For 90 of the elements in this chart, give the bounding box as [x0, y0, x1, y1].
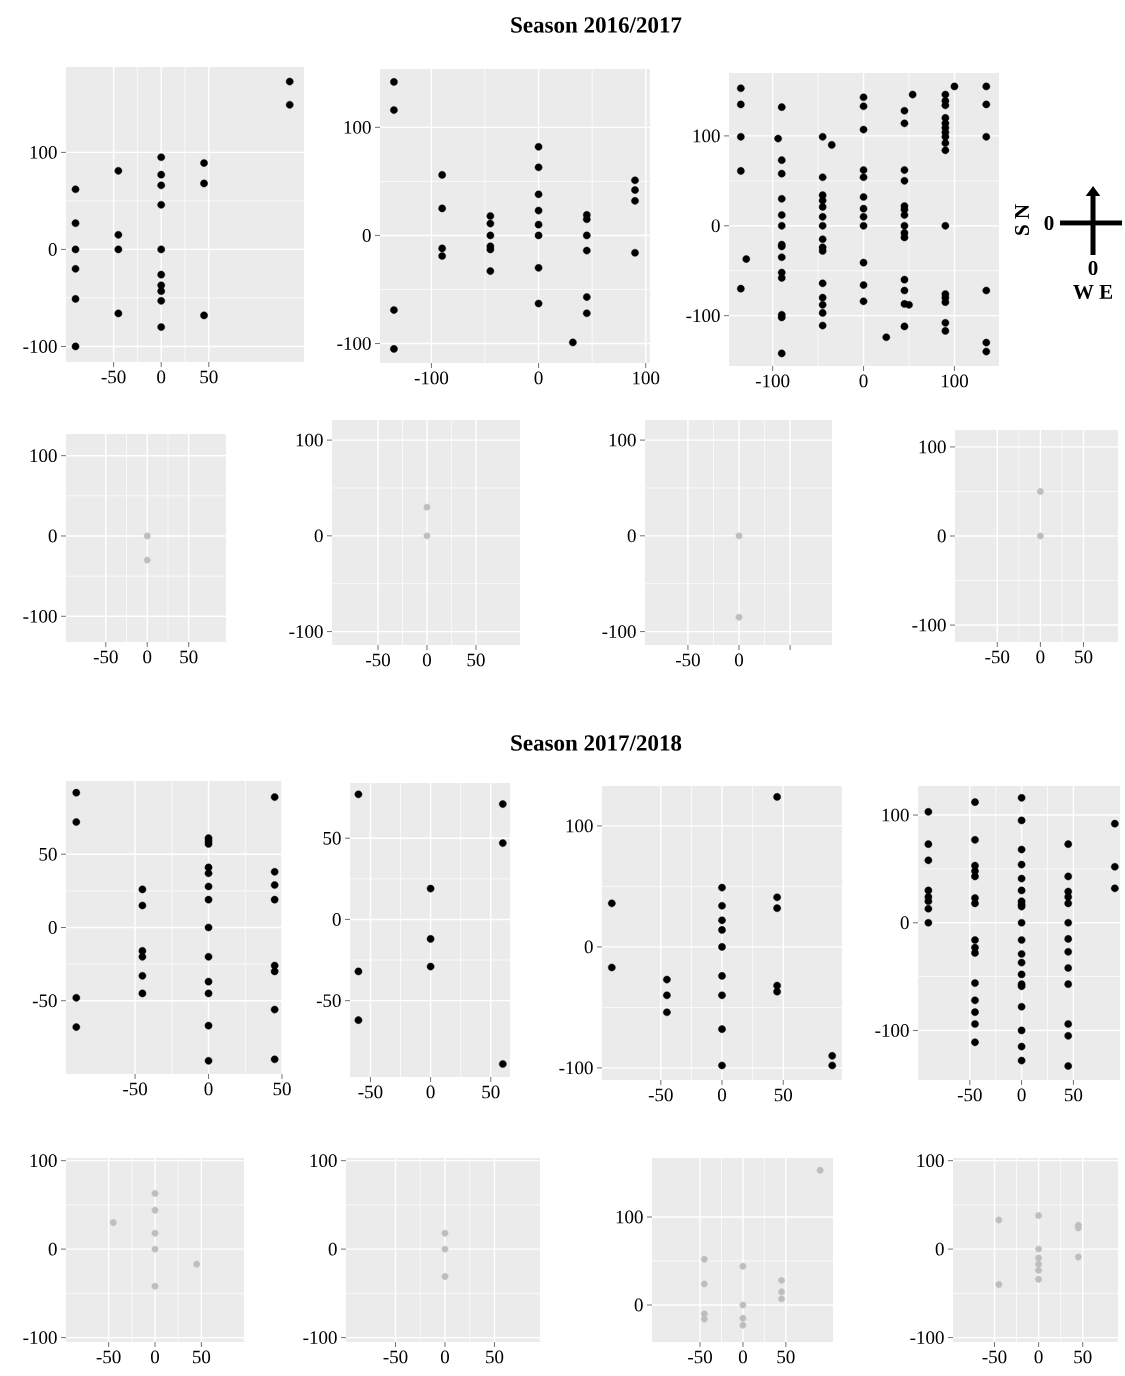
x-tick-label: 50: [1074, 1350, 1092, 1364]
x-tick-label: -100: [414, 371, 449, 385]
x-tick-label: 50: [273, 1082, 291, 1096]
x-tick-label: 0: [440, 1350, 449, 1364]
x-tick-label: 50: [1064, 1088, 1083, 1102]
y-tick-label: 0: [627, 529, 636, 543]
x-tick-label: 0: [204, 1082, 213, 1096]
x-tick-label: 0: [1017, 1088, 1026, 1102]
y-tick-label: -100: [23, 1331, 57, 1344]
y-tick-label: 100: [917, 1154, 944, 1168]
y-tick-label: -100: [686, 309, 720, 323]
y-tick-label: 0: [48, 921, 57, 934]
y-tick-label: 100: [296, 433, 323, 447]
y-tick-label: 50: [39, 847, 57, 861]
x-tick-label: -50: [982, 1350, 1007, 1364]
y-tick-label: 100: [609, 433, 636, 447]
x-tick-label: 0: [734, 653, 744, 667]
text: 0: [1044, 215, 1054, 231]
y-tick-label: 100: [310, 1154, 337, 1168]
x-tick-label: -50: [101, 370, 126, 384]
text: S N: [1014, 204, 1030, 235]
y-tick-label: -50: [316, 994, 341, 1008]
y-tick-label: 0: [332, 913, 341, 926]
chart-title: Season 2016/2017: [511, 17, 682, 33]
y-tick-label: 100: [30, 1154, 57, 1168]
x-tick-label: -50: [358, 1085, 383, 1099]
y-tick-label: 0: [711, 219, 720, 233]
y-tick-label: -100: [912, 618, 946, 632]
y-tick-label: 0: [900, 916, 909, 930]
x-tick-label: 50: [774, 1088, 792, 1102]
text: 0: [1088, 260, 1098, 276]
y-tick-label: 0: [48, 529, 57, 543]
x-tick-label: 50: [192, 1350, 211, 1364]
x-tick-label: -50: [93, 650, 118, 664]
x-tick-label: -50: [675, 653, 700, 667]
y-tick-label: 0: [937, 529, 946, 543]
x-tick-label: -50: [366, 653, 390, 667]
y-tick-label: -100: [602, 625, 636, 638]
y-tick-label: 50: [323, 831, 341, 845]
y-tick-label: -100: [875, 1024, 909, 1037]
x-tick-label: 0: [859, 374, 868, 388]
y-tick-label: 0: [48, 243, 57, 256]
x-tick-label: 0: [143, 650, 152, 664]
y-tick-label: 0: [634, 1298, 643, 1312]
x-tick-label: 0: [1034, 1350, 1043, 1364]
y-tick-label: -100: [559, 1061, 593, 1075]
x-tick-label: 0: [150, 1350, 160, 1364]
x-tick-label: -100: [755, 374, 790, 388]
y-tick-label: 0: [48, 1242, 57, 1256]
y-tick-label: -50: [32, 994, 57, 1008]
x-tick-label: -50: [648, 1088, 673, 1102]
x-tick-label: 50: [200, 370, 218, 384]
y-tick-label: 0: [584, 940, 593, 954]
x-tick-label: -50: [123, 1082, 147, 1096]
x-tick-label: 50: [482, 1085, 500, 1099]
y-tick-label: -100: [289, 625, 323, 638]
x-tick-label: -50: [383, 1350, 408, 1364]
y-tick-label: 100: [919, 440, 946, 454]
y-tick-label: -100: [910, 1331, 944, 1344]
x-tick-label: 50: [1075, 650, 1093, 664]
x-tick-label: 0: [157, 370, 166, 384]
y-tick-label: 0: [328, 1242, 337, 1256]
x-tick-label: 0: [426, 1085, 435, 1099]
y-tick-label: 100: [30, 449, 57, 463]
y-tick-label: 100: [30, 145, 57, 159]
x-tick-label: -50: [957, 1088, 982, 1102]
x-tick-label: 50: [486, 1350, 504, 1364]
x-tick-label: 50: [180, 650, 198, 664]
y-tick-label: -100: [303, 1331, 337, 1344]
y-tick-label: 0: [314, 529, 323, 543]
x-tick-label: 0: [738, 1350, 747, 1364]
y-tick-label: 100: [344, 120, 371, 134]
y-tick-label: 100: [616, 1210, 643, 1224]
y-tick-label: 100: [693, 129, 720, 143]
y-tick-label: 100: [882, 808, 909, 822]
y-tick-label: -100: [337, 337, 371, 350]
y-tick-label: 0: [362, 229, 371, 242]
x-tick-label: -50: [985, 650, 1010, 664]
x-tick-label: 50: [777, 1350, 795, 1364]
chart-title: Season 2017/2018: [511, 735, 682, 751]
x-tick-label: 0: [422, 653, 431, 667]
text: W E: [1073, 284, 1113, 300]
y-tick-label: -100: [23, 609, 57, 623]
y-tick-label: -100: [23, 340, 57, 353]
x-tick-label: 50: [467, 653, 485, 667]
y-tick-label: 0: [935, 1242, 944, 1256]
y-tick-label: 100: [566, 819, 593, 833]
x-tick-label: 0: [534, 371, 543, 385]
x-tick-label: 0: [1036, 650, 1045, 664]
x-tick-label: -50: [96, 1350, 121, 1364]
